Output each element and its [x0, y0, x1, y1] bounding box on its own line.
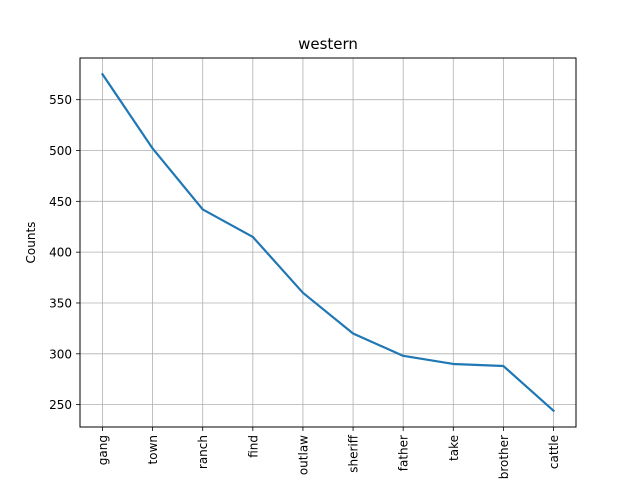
y-tick-label: 400	[49, 246, 72, 260]
series-layer	[100, 72, 556, 413]
y-tick-label: 250	[49, 398, 72, 412]
y-tick-label: 550	[49, 93, 72, 107]
y-tick-label: 500	[49, 144, 72, 158]
x-tick-label: town	[146, 435, 160, 464]
grid-lines	[80, 58, 576, 427]
x-axis: gang town ranch find outlaw sheriff father take…	[96, 427, 561, 479]
x-tick-label: sheriff	[347, 434, 361, 473]
x-tick-label: ranch	[196, 435, 210, 469]
x-tick-label: cattle	[547, 435, 561, 469]
chart-title: western	[298, 35, 358, 53]
series-line	[100, 72, 556, 413]
x-tick-label: find	[246, 435, 260, 458]
x-tick-label: outlaw	[296, 435, 310, 475]
y-tick-label: 350	[49, 296, 72, 310]
y-tick-label: 450	[49, 195, 72, 209]
x-tick-label: gang	[96, 435, 110, 465]
y-axis-title: Counts	[24, 222, 38, 264]
x-tick-label: father	[397, 435, 411, 471]
x-tick-label: take	[447, 435, 461, 461]
y-axis: 250 300 350 400 450 500 550	[49, 93, 80, 412]
y-tick-label: 300	[49, 347, 72, 361]
x-tick-label: brother	[497, 435, 511, 479]
plot-area-frame	[79, 57, 577, 428]
